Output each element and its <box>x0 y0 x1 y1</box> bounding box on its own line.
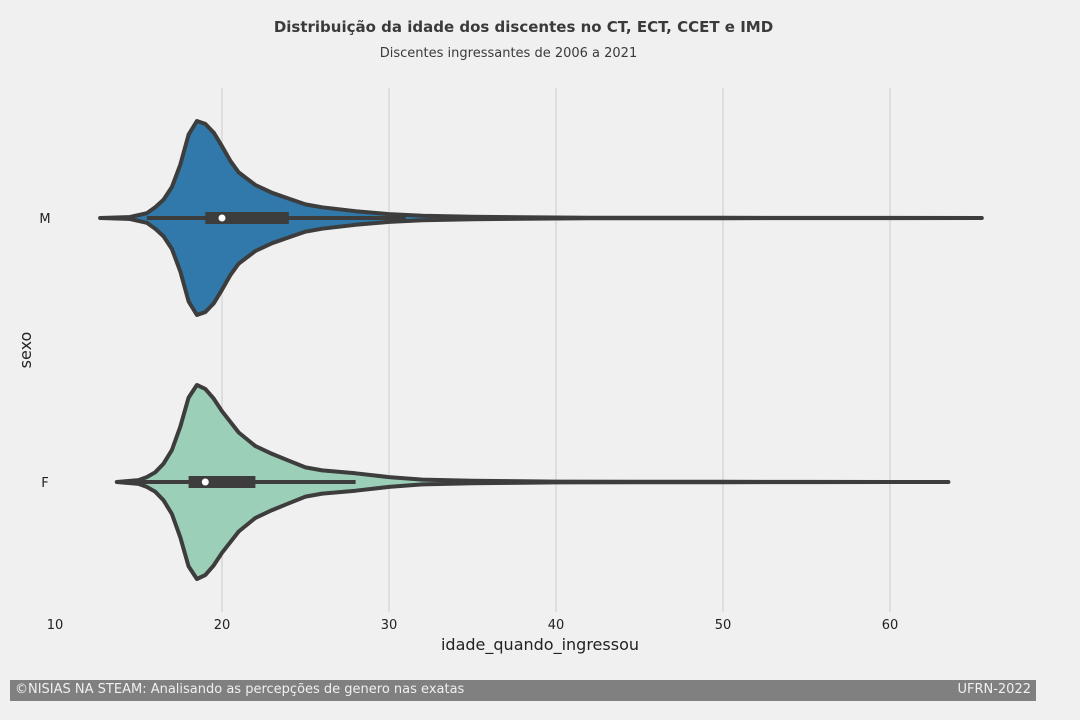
x-tick-label-50: 50 <box>715 618 732 633</box>
grid-layer <box>221 88 891 612</box>
x-tick-label-10: 10 <box>47 618 64 633</box>
iqr-box-M <box>205 212 289 224</box>
violin-layer <box>98 119 984 581</box>
y-tick-label-M: M <box>39 212 50 227</box>
violin-F <box>114 383 951 581</box>
box-layer <box>130 212 406 488</box>
chart-subtitle: Discentes ingressantes de 2006 a 2021 <box>379 46 638 61</box>
footer-bar: ©NISIAS NA STEAM: Analisando as percepçõ… <box>10 680 1036 701</box>
x-tick-label-30: 30 <box>381 618 398 633</box>
y-tick-label-F: F <box>41 476 48 491</box>
x-axis-label: idade_quando_ingressou <box>441 635 639 655</box>
footer-credit: ©NISIAS NA STEAM: Analisando as percepçõ… <box>15 682 465 697</box>
chart-title: Distribuição da idade dos discentes no C… <box>273 18 774 36</box>
x-tick-label-60: 60 <box>882 618 899 633</box>
violin-M <box>98 119 984 317</box>
x-tick-label-20: 20 <box>214 618 231 633</box>
median-point-F <box>201 478 209 486</box>
x-tick-label-40: 40 <box>548 618 565 633</box>
y-tick-labels: MF <box>39 212 50 491</box>
y-axis-label: sexo <box>16 332 35 369</box>
footer-institution: UFRN-2022 <box>957 682 1031 697</box>
iqr-box-F <box>188 476 256 488</box>
median-point-M <box>218 214 226 222</box>
x-tick-labels: 10 20 30 40 50 60 <box>47 618 899 633</box>
